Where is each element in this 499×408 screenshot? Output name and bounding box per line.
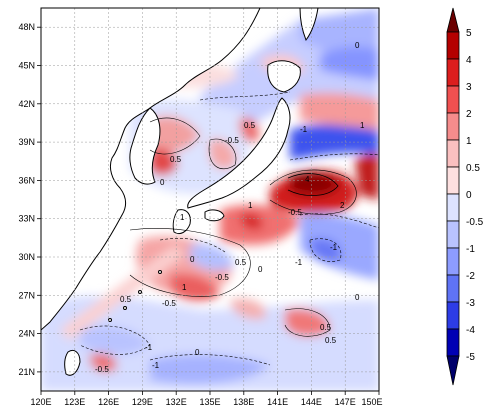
- plot-area: 0 -0.5 0.5 1 -1 4 2 0 -0.5 0.5 1 -1 0 0.…: [41, 8, 379, 391]
- colorbar-label: -2: [466, 271, 475, 282]
- colorbar-swatch: [446, 220, 460, 249]
- lon-labels: 120E 123E 126E 129E 132E 135E 138E 141E …: [30, 397, 382, 407]
- land-mask: [41, 8, 319, 376]
- colorbar-swatch: [446, 328, 460, 357]
- lon-label: 138E: [233, 397, 254, 407]
- colorbar-label: 3: [466, 82, 472, 93]
- colorbar-swatch: [446, 112, 460, 141]
- contour-label: 0.5: [320, 323, 332, 332]
- lon-label: 132E: [166, 397, 187, 407]
- colorbar-swatch: [446, 193, 460, 222]
- lat-label: 30N: [18, 252, 35, 262]
- colorbar-bottom-cap: [446, 355, 460, 386]
- lat-label: 45N: [18, 61, 35, 71]
- lat-label: 42N: [18, 99, 35, 109]
- contour-label: -1: [295, 258, 303, 267]
- lon-label: 120E: [30, 397, 51, 407]
- colorbar-swatch: [446, 85, 460, 114]
- contour-label: 0.5: [325, 336, 337, 345]
- colorbar-label: 0.5: [466, 163, 480, 174]
- contour-label: -0.5: [95, 365, 109, 374]
- lon-label: 129E: [132, 397, 153, 407]
- contour-label: 0: [355, 293, 360, 302]
- lat-label: 27N: [18, 290, 35, 300]
- contour-label: 0.5: [120, 295, 132, 304]
- tick-marks: [37, 26, 380, 395]
- colorbar-label: -0.5: [466, 217, 484, 228]
- colorbar-label: -5: [466, 352, 475, 363]
- contour-label: 0: [190, 255, 195, 264]
- colorbar-swatch: [446, 274, 460, 303]
- lat-labels: 48N 45N 42N 39N 36N 33N 30N 27N 24N 21N: [18, 22, 35, 377]
- contour-label: 0: [258, 265, 263, 274]
- lon-label: 147E: [335, 397, 356, 407]
- gridlines: [41, 8, 379, 391]
- lon-label: 135E: [199, 397, 220, 407]
- contour-label: -0.5: [215, 273, 229, 282]
- colorbar-swatch: [446, 139, 460, 168]
- contour-label: 4: [305, 175, 310, 184]
- colorbar-swatch: [446, 247, 460, 276]
- contour-label: -0.5: [162, 299, 176, 308]
- contour-label: 2: [340, 201, 345, 210]
- contour-label: 0.5: [244, 121, 256, 130]
- lon-label: 144E: [301, 397, 322, 407]
- lon-label: 123E: [64, 397, 85, 407]
- colorbar-label: -3: [466, 298, 475, 309]
- contour-label: 0: [160, 178, 165, 187]
- colorbar-label: -4: [466, 325, 475, 336]
- contour-label: 0.5: [235, 258, 247, 267]
- contour-label: -1: [330, 243, 338, 252]
- colorbar-top-cap: [446, 7, 460, 33]
- contour-label: 0: [195, 348, 200, 357]
- contour-label: 1: [182, 283, 187, 292]
- contour-label: -1: [152, 361, 160, 370]
- colorbar-swatch: [446, 301, 460, 330]
- contour-label: 1: [360, 121, 365, 130]
- contour-label: 1: [248, 201, 253, 210]
- colorbar-swatches: [446, 31, 460, 357]
- contour-label: 0: [355, 41, 360, 50]
- lat-label: 36N: [18, 175, 35, 185]
- colorbar-label: 2: [466, 109, 472, 120]
- lat-label: 33N: [18, 214, 35, 224]
- colorbar-label: 5: [466, 28, 472, 39]
- colorbar-label: 0: [466, 190, 472, 201]
- lat-label: 39N: [18, 137, 35, 147]
- lon-label: 126E: [98, 397, 119, 407]
- anomaly-field: [41, 8, 379, 391]
- lon-label: 150E: [361, 397, 382, 407]
- contour-label: -0.5: [225, 136, 239, 145]
- contour-labels: 0 -0.5 0.5 1 -1 4 2 0 -0.5 0.5 1 -1 0 0.…: [95, 41, 365, 374]
- lon-label: 141E: [267, 397, 288, 407]
- contour-label: 1: [180, 213, 185, 222]
- contour-label: -1: [145, 343, 153, 352]
- colorbar-label: -1: [466, 244, 475, 255]
- contour-lines: [79, 91, 379, 366]
- lat-label: 48N: [18, 22, 35, 32]
- contour-label: -1: [300, 125, 308, 134]
- colorbar-labels: 5 4 3 2 1 0.5 0 -0.5 -1 -2 -3 -4 -5: [466, 28, 484, 363]
- colorbar-swatch: [446, 166, 460, 195]
- contour-label: 0.5: [170, 155, 182, 164]
- colorbar-label: 1: [466, 136, 472, 147]
- colorbar-swatch: [446, 58, 460, 87]
- contour-label: -0.5: [288, 208, 302, 217]
- colorbar: 5 4 3 2 1 0.5 0 -0.5 -1 -2 -3 -4 -5: [446, 7, 484, 386]
- colorbar-label: 4: [466, 55, 472, 66]
- lat-label: 24N: [18, 329, 35, 339]
- colorbar-swatch: [446, 31, 460, 60]
- lat-label: 21N: [18, 367, 35, 377]
